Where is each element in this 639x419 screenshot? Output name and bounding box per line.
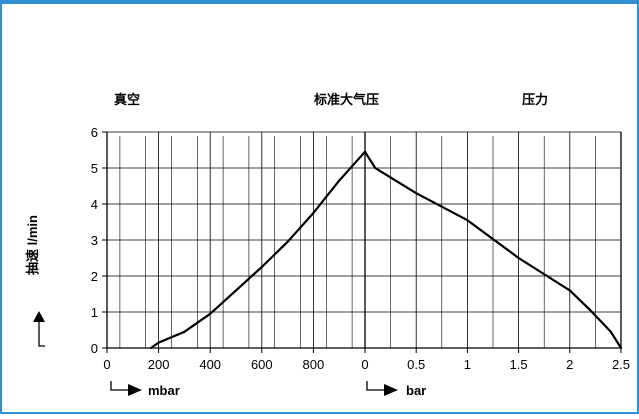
y-tick-label: 5	[91, 161, 98, 176]
frame-left-border	[0, 0, 2, 414]
x-tick-label-bar: 0.5	[407, 357, 425, 372]
y-tick-label: 4	[91, 197, 98, 212]
region-label-atmosphere: 标准大气压	[313, 92, 379, 107]
x-tick-label-mbar: 0	[103, 357, 110, 372]
mbar-arrow-icon	[110, 381, 142, 396]
x-tick-label-mbar: 400	[199, 357, 221, 372]
y-tick-label: 1	[91, 305, 98, 320]
y-tick-label: 0	[91, 341, 98, 356]
y-tick-label: 2	[91, 269, 98, 284]
y-tick-label: 6	[91, 125, 98, 140]
frame-right-border	[637, 0, 639, 414]
grid-lines	[102, 131, 622, 353]
curves	[149, 150, 623, 350]
x-tick-label-mbar: 0	[361, 357, 368, 372]
tick-labels: 0 1 2 3 4 5 6 0 200 400 600 800 0 0.5 1 1.5 2 2.5	[91, 125, 630, 372]
x-tick-label-mbar: 800	[303, 357, 325, 372]
x-axis-unit-mbar: mbar	[148, 383, 180, 398]
x-tick-label-mbar: 200	[148, 357, 170, 372]
frame-bottom-border	[0, 412, 639, 414]
x-tick-label-bar: 1.5	[510, 357, 528, 372]
y-axis-label: 抽速 l/min	[25, 215, 40, 275]
region-label-vacuum: 真空	[114, 92, 140, 107]
x-tick-label-bar: 2.5	[612, 357, 630, 372]
frame-top-border	[0, 0, 639, 4]
bar-arrow-icon	[366, 381, 398, 396]
curve-pressure	[363, 150, 623, 350]
region-label-pressure: 压力	[522, 92, 548, 107]
x-axis-unit-bar: bar	[406, 383, 426, 398]
x-tick-label-mbar: 600	[251, 357, 273, 372]
y-tick-label: 3	[91, 233, 98, 248]
x-tick-label-bar: 1	[464, 357, 471, 372]
curve-vacuum	[149, 150, 367, 350]
y-axis-arrow-icon	[33, 311, 45, 347]
x-tick-label-bar: 2	[566, 357, 573, 372]
